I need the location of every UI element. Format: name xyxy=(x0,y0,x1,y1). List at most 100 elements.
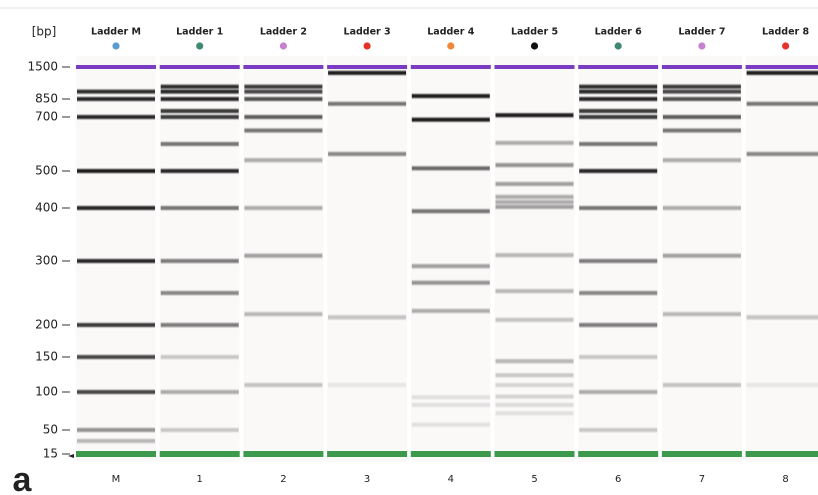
marker-band xyxy=(160,65,240,69)
band xyxy=(663,312,741,316)
band xyxy=(77,428,155,432)
y-tick-label: 150 xyxy=(35,350,58,364)
band xyxy=(496,411,574,415)
band xyxy=(663,254,741,258)
gel-image: [bp] a Ladder MMLadder 11Ladder 22Ladder… xyxy=(0,0,818,495)
band xyxy=(496,200,574,204)
band xyxy=(747,102,818,106)
marker-band xyxy=(243,65,323,69)
marker-band xyxy=(662,65,742,69)
lane-label: 3 xyxy=(364,474,370,485)
band xyxy=(412,309,490,313)
band xyxy=(579,97,657,101)
band xyxy=(161,115,239,119)
band xyxy=(328,152,406,156)
lane-label: 5 xyxy=(531,474,537,485)
lane-dot xyxy=(698,42,705,49)
lane-dot xyxy=(447,42,454,49)
band xyxy=(496,182,574,186)
band xyxy=(161,169,239,173)
band xyxy=(161,90,239,94)
band xyxy=(496,373,574,377)
lane-label: 6 xyxy=(615,474,621,485)
marker-band xyxy=(411,451,491,457)
y-tick-label: 50 xyxy=(43,423,58,437)
band xyxy=(579,390,657,394)
marker-band xyxy=(327,451,407,457)
band xyxy=(579,109,657,113)
band xyxy=(161,97,239,101)
band xyxy=(328,71,406,75)
lane-label: 1 xyxy=(197,474,203,485)
band xyxy=(663,115,741,119)
y-tick-label: 700 xyxy=(35,110,58,124)
marker-band xyxy=(746,451,818,457)
band xyxy=(579,355,657,359)
band xyxy=(244,158,322,162)
y-tick-label: 400 xyxy=(35,201,58,215)
band xyxy=(496,318,574,322)
axis-unit: [bp] xyxy=(32,25,57,39)
band xyxy=(244,85,322,89)
band xyxy=(663,206,741,210)
lane-label: 8 xyxy=(782,474,788,485)
band xyxy=(244,383,322,387)
band xyxy=(496,359,574,363)
band xyxy=(161,206,239,210)
lane-name: Ladder 5 xyxy=(511,27,558,38)
marker-band xyxy=(495,451,575,457)
lane-label: 4 xyxy=(448,474,454,485)
band xyxy=(161,355,239,359)
lane-name: Ladder 7 xyxy=(678,27,725,38)
band xyxy=(663,97,741,101)
lane-dot xyxy=(280,42,287,49)
band xyxy=(161,259,239,263)
band xyxy=(579,169,657,173)
band xyxy=(412,209,490,213)
band xyxy=(496,141,574,145)
lane-name: Ladder 1 xyxy=(176,27,223,38)
band xyxy=(161,390,239,394)
marker-band xyxy=(76,65,156,69)
y-tick-label: 15 xyxy=(43,447,58,461)
y-tick-label: 300 xyxy=(35,254,58,268)
band xyxy=(747,71,818,75)
lane-dot xyxy=(615,42,622,49)
band xyxy=(663,90,741,94)
lane-name: Ladder M xyxy=(91,27,141,38)
band xyxy=(579,259,657,263)
y-tick-label: 200 xyxy=(35,318,58,332)
band xyxy=(579,323,657,327)
band xyxy=(579,291,657,295)
lane-label: 7 xyxy=(699,474,705,485)
band xyxy=(244,312,322,316)
band xyxy=(77,323,155,327)
band xyxy=(496,383,574,387)
panel-label: a xyxy=(13,461,33,495)
band xyxy=(244,206,322,210)
band xyxy=(328,315,406,319)
lane-name: Ladder 3 xyxy=(344,27,391,38)
band xyxy=(579,115,657,119)
band xyxy=(77,390,155,394)
lane xyxy=(411,56,491,462)
y-tick-label: 100 xyxy=(35,385,58,399)
band xyxy=(161,291,239,295)
y-tick-label: 1500 xyxy=(27,60,58,74)
band xyxy=(244,115,322,119)
band xyxy=(496,195,574,199)
band xyxy=(579,206,657,210)
band xyxy=(747,152,818,156)
band xyxy=(77,115,155,119)
lane-dot xyxy=(196,42,203,49)
marker-band xyxy=(495,65,575,69)
marker-band xyxy=(327,65,407,69)
marker-band xyxy=(578,65,658,69)
band xyxy=(161,109,239,113)
band xyxy=(579,90,657,94)
band xyxy=(747,315,818,319)
y-tick-label: 850 xyxy=(35,92,58,106)
band xyxy=(77,206,155,210)
lane-label: M xyxy=(112,474,121,485)
band xyxy=(412,403,490,407)
